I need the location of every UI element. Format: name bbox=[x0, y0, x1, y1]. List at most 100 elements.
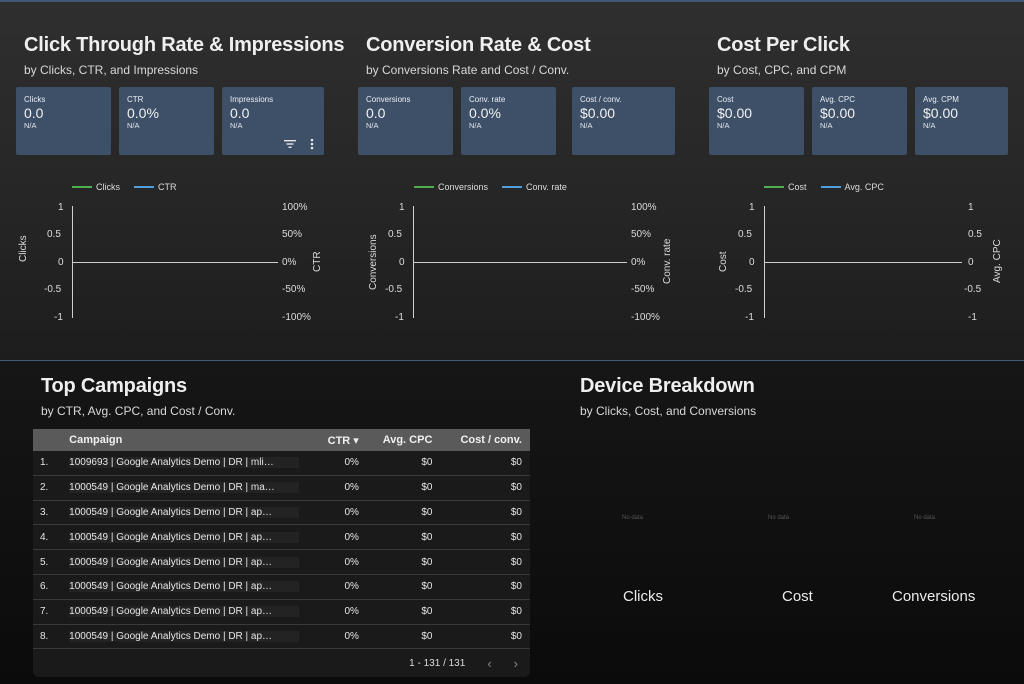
y-tick: 0 bbox=[58, 257, 64, 268]
scorecard-delta: N/A bbox=[366, 121, 379, 130]
scorecard-delta: N/A bbox=[820, 121, 833, 130]
scorecard-value: $0.00 bbox=[820, 105, 856, 121]
table-row[interactable]: 2. 1000549 | Google Analytics Demo | DR |… bbox=[33, 476, 530, 501]
table-row[interactable]: 8. 1000549 | Google Analytics Demo | DR |… bbox=[33, 625, 530, 650]
cell-ctr: 0% bbox=[344, 630, 359, 642]
section-title: Click Through Rate & Impressions bbox=[24, 34, 345, 56]
legend-swatch bbox=[764, 186, 784, 188]
table-row[interactable]: 4. 1000549 | Google Analytics Demo | DR |… bbox=[33, 525, 530, 551]
scorecard-label: Avg. CPM bbox=[923, 95, 959, 104]
scorecard-label: Impressions bbox=[230, 95, 274, 104]
y-tick: 0.5 bbox=[388, 229, 402, 240]
table-pagination: 1 - 131 / 131 ‹ › bbox=[33, 649, 530, 677]
y-tick: 0 bbox=[749, 257, 755, 268]
legend-label: Conversions bbox=[438, 182, 489, 192]
legend-item-conversions[interactable]: Conversions bbox=[414, 182, 488, 192]
row-index: 7. bbox=[40, 606, 49, 618]
y-tick: -0.5 bbox=[735, 284, 753, 295]
y-right-tick: 1 bbox=[968, 202, 974, 213]
scorecard-conversions[interactable]: Conversions 0.0 N/A bbox=[358, 87, 453, 155]
cell-cost-per-conv: $0 bbox=[510, 482, 522, 494]
cell-campaign: 1000549 | Google Analytics Demo | DR | a… bbox=[69, 531, 299, 543]
cell-cost-per-conv: $0 bbox=[510, 606, 522, 618]
scorecard-ctr[interactable]: CTR 0.0% N/A bbox=[119, 87, 214, 155]
y-right-tick: 50% bbox=[631, 229, 652, 240]
cell-avg-cpc: $0 bbox=[421, 581, 433, 593]
header-campaign[interactable]: Campaign bbox=[69, 434, 123, 446]
table-row[interactable]: 3. 1000549 | Google Analytics Demo | DR |… bbox=[33, 501, 530, 526]
y-right-tick: -0.5 bbox=[964, 284, 982, 295]
section-title: Cost Per Click bbox=[717, 34, 850, 56]
cell-campaign: 1000549 | Google Analytics Demo | DR | m… bbox=[69, 482, 299, 494]
filter-icon[interactable] bbox=[284, 138, 296, 153]
legend-swatch bbox=[414, 186, 434, 188]
header-cost-per-conv[interactable]: Cost / conv. bbox=[460, 434, 522, 446]
header-avg-cpc[interactable]: Avg. CPC bbox=[382, 434, 433, 446]
legend-item-conv-rate[interactable]: Conv. rate bbox=[502, 182, 567, 192]
table-row[interactable]: 1. 1009693 | Google Analytics Demo | DR |… bbox=[33, 451, 530, 476]
table-row[interactable]: 5. 1000549 | Google Analytics Demo | DR |… bbox=[33, 550, 530, 575]
row-index: 5. bbox=[40, 556, 49, 568]
scorecard-conv-rate[interactable]: Conv. rate 0.0% N/A bbox=[461, 87, 556, 155]
scorecard-delta: N/A bbox=[580, 121, 593, 130]
cell-campaign: 1000549 | Google Analytics Demo | DR | a… bbox=[69, 556, 299, 568]
cell-ctr: 0% bbox=[344, 606, 359, 618]
legend-label: Conv. rate bbox=[526, 182, 567, 192]
cell-cost-per-conv: $0 bbox=[510, 630, 522, 642]
cell-ctr: 0% bbox=[344, 556, 359, 568]
legend-item-avg-cpc[interactable]: Avg. CPC bbox=[820, 182, 884, 192]
cell-cost-per-conv: $0 bbox=[510, 531, 522, 543]
cell-ctr: 0% bbox=[344, 482, 359, 494]
scorecard-avg-cpc[interactable]: Avg. CPC $0.00 N/A bbox=[812, 87, 907, 155]
section-subtitle: by Cost, CPC, and CPM bbox=[717, 63, 847, 77]
legend-swatch bbox=[502, 186, 523, 188]
legend-label: CTR bbox=[158, 182, 177, 192]
scorecard-cost-per-conv[interactable]: Cost / conv. $0.00 N/A bbox=[572, 87, 675, 155]
scorecard-label: Cost bbox=[717, 95, 734, 104]
cell-ctr: 0% bbox=[344, 457, 359, 469]
legend-item-ctr[interactable]: CTR bbox=[134, 182, 177, 192]
scorecard-cost[interactable]: Cost $0.00 N/A bbox=[709, 87, 804, 155]
y-right-tick: 0 bbox=[968, 257, 974, 268]
y-axis-left-label: Cost bbox=[718, 251, 729, 272]
chart-legend: Conversions Conv. rate bbox=[414, 182, 575, 192]
table-row[interactable]: 7. 1000549 | Google Analytics Demo | DR |… bbox=[33, 600, 530, 625]
cell-ctr: 0% bbox=[344, 581, 359, 593]
y-tick: -1 bbox=[54, 312, 63, 323]
legend-label: Clicks bbox=[96, 182, 120, 192]
scorecard-delta: N/A bbox=[127, 121, 140, 130]
scorecard-value: $0.00 bbox=[717, 105, 753, 121]
scorecard-clicks[interactable]: Clicks 0.0 N/A bbox=[16, 87, 111, 155]
header-ctr-sorted[interactable]: CTR ▾ bbox=[327, 434, 359, 447]
y-axis-right-label: Conv. rate bbox=[662, 238, 673, 284]
y-tick: -1 bbox=[395, 312, 404, 323]
y-right-tick: 100% bbox=[631, 202, 657, 213]
row-index: 2. bbox=[40, 482, 49, 494]
scorecard-avg-cpm[interactable]: Avg. CPM $0.00 N/A bbox=[915, 87, 1008, 155]
legend-item-cost[interactable]: Cost bbox=[764, 182, 807, 192]
scorecard-label: Clicks bbox=[24, 95, 46, 104]
y-tick: 0.5 bbox=[738, 229, 752, 240]
cell-cost-per-conv: $0 bbox=[510, 556, 522, 568]
scorecard-value: 0.0 bbox=[230, 105, 250, 121]
y-tick: 1 bbox=[749, 202, 755, 213]
legend-item-clicks[interactable]: Clicks bbox=[72, 182, 120, 192]
section-ctr-header: Click Through Rate & Impressions by Clic… bbox=[24, 34, 345, 77]
section-cpc-header: Cost Per Click by Cost, CPC, and CPM bbox=[717, 34, 850, 77]
scorecard-impressions[interactable]: Impressions 0.0 N/A bbox=[222, 87, 324, 155]
section-subtitle: by CTR, Avg. CPC, and Cost / Conv. bbox=[41, 404, 236, 418]
section-title: Device Breakdown bbox=[580, 375, 755, 397]
pie-no-data: No data bbox=[768, 515, 790, 521]
pie-label-clicks: Clicks bbox=[623, 588, 663, 605]
table-row[interactable]: 6. 1000549 | Google Analytics Demo | DR |… bbox=[33, 575, 530, 600]
cell-campaign: 1000549 | Google Analytics Demo | DR | a… bbox=[69, 606, 299, 618]
scorecard-delta: N/A bbox=[469, 121, 482, 130]
top-accent-line bbox=[0, 0, 1024, 2]
pagination-range: 1 - 131 / 131 bbox=[409, 657, 466, 669]
zero-baseline bbox=[72, 262, 278, 263]
more-vert-icon[interactable] bbox=[310, 138, 314, 153]
next-page-button[interactable]: › bbox=[513, 655, 518, 671]
prev-page-button[interactable]: ‹ bbox=[487, 655, 492, 671]
legend-swatch bbox=[72, 186, 92, 188]
row-index: 1. bbox=[40, 457, 49, 469]
